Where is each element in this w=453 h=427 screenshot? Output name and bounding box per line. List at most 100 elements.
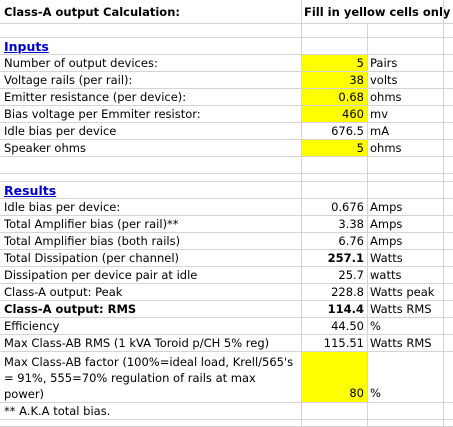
cell-a[interactable] [0,174,302,182]
input-value: 38 [349,73,364,87]
cell-d[interactable] [444,403,453,420]
cell-a[interactable]: Total Amplifier bias (per rail)** [0,216,302,233]
cell-d[interactable] [444,182,453,199]
cell-c[interactable] [368,174,444,182]
cell-c[interactable] [368,0,444,24]
cell-a[interactable] [0,157,302,174]
cell-a[interactable]: Class-A output Calculation: [0,0,302,24]
cell-b[interactable] [302,420,368,427]
cell-a[interactable]: Total Dissipation (per channel) [0,250,302,267]
cell-b[interactable]: Fill in yellow cells only [302,0,450,24]
cell-c[interactable]: volts [368,72,444,89]
cell-d[interactable] [444,284,453,301]
cell-b[interactable]: 0.676 [302,199,368,216]
cell-d[interactable] [444,123,453,140]
cell-a[interactable]: Bias voltage per Emmiter resistor: [0,106,302,123]
cell-d[interactable] [444,250,453,267]
cell-d[interactable] [444,216,453,233]
cell-c[interactable]: Watts peak [368,284,444,301]
cell-b[interactable]: 25.7 [302,267,368,284]
cell-c[interactable] [368,182,444,199]
cell-b[interactable] [302,174,368,182]
cell-a[interactable]: Total Amplifier bias (both rails) [0,233,302,250]
cell-a[interactable]: Idle bias per device [0,123,302,140]
cell-c[interactable]: ohms [368,89,444,106]
cell-b[interactable] [302,403,368,420]
cell-d[interactable] [444,335,453,352]
cell-c[interactable]: Watts [368,250,444,267]
cell-d[interactable] [444,89,453,106]
input-value-cell[interactable]: 5 [302,55,368,72]
cell-c[interactable]: Amps [368,233,444,250]
cell-a[interactable] [0,420,302,427]
cell-d[interactable] [444,352,453,403]
cell-c[interactable]: ohms [368,140,444,157]
cell-a[interactable]: Efficiency [0,318,302,335]
cell-b[interactable] [302,24,368,38]
cell-b[interactable] [302,38,368,55]
cell-d[interactable] [444,199,453,216]
cell-c[interactable]: Amps [368,216,444,233]
input-value-cell[interactable]: 460 [302,106,368,123]
cell-d[interactable] [444,174,453,182]
cell-d[interactable] [444,38,453,55]
cell-b[interactable]: 228.8 [302,284,368,301]
cell-c[interactable] [368,38,444,55]
cell-a[interactable]: Voltage rails (per rail): [0,72,302,89]
cell-c[interactable]: % [368,352,444,403]
cell-a[interactable]: Emitter resistance (per device): [0,89,302,106]
input-value-cell[interactable]: 676.5 [302,123,368,140]
cell-a[interactable]: Number of output devices: [0,55,302,72]
input-value-cell[interactable]: 38 [302,72,368,89]
cell-c[interactable]: Amps [368,199,444,216]
cell-d[interactable] [444,420,453,427]
cell-c[interactable] [368,157,444,174]
cell-d[interactable] [444,106,453,123]
cell-d[interactable] [444,301,453,318]
cell-c[interactable]: mA [368,123,444,140]
cell-d[interactable] [444,267,453,284]
cell-c[interactable]: watts [368,267,444,284]
cell-c[interactable]: Watts RMS [368,301,444,318]
cell-d[interactable] [444,0,453,24]
cell-c[interactable] [368,420,444,427]
cell-a[interactable]: Class-A output: Peak [0,284,302,301]
cell-b[interactable]: 44.50 [302,318,368,335]
result-row: Idle bias per device: 0.676 Amps [0,199,453,216]
cell-a[interactable]: ** A.K.A total bias. [0,403,302,420]
cell-b[interactable]: 3.38 [302,216,368,233]
cell-c[interactable]: Pairs [368,55,444,72]
cell-b[interactable]: 80 [302,352,368,403]
cell-d[interactable] [444,72,453,89]
cell-a[interactable]: Idle bias per device: [0,199,302,216]
cell-b[interactable] [302,157,368,174]
cell-b[interactable]: 115.51 [302,335,368,352]
cell-b[interactable]: 6.76 [302,233,368,250]
cell-a[interactable]: Inputs [0,38,302,55]
cell-a[interactable]: Dissipation per device pair at idle [0,267,302,284]
input-label: Voltage rails (per rail): [4,73,133,87]
cell-a[interactable]: Class-A output: RMS [0,301,302,318]
cell-b[interactable]: 114.4 [302,301,368,318]
cell-d[interactable] [444,157,453,174]
cell-b[interactable]: 257.1 [302,250,368,267]
cell-c[interactable]: % [368,318,444,335]
cell-c[interactable]: mv [368,106,444,123]
cell-c[interactable] [368,24,444,38]
cell-c[interactable]: Watts RMS [368,335,444,352]
input-label: Bias voltage per Emmiter resistor: [4,107,201,121]
cell-a[interactable]: Max Class-AB RMS (1 kVA Toroid p/CH 5% r… [0,335,302,352]
cell-d[interactable] [444,233,453,250]
input-value-cell[interactable]: 5 [302,140,368,157]
cell-a[interactable]: Results [0,182,302,199]
cell-c[interactable] [368,403,444,420]
cell-d[interactable] [444,55,453,72]
cell-a[interactable]: Speaker ohms [0,140,302,157]
cell-d[interactable] [444,140,453,157]
cell-d[interactable] [444,318,453,335]
cell-d[interactable] [444,24,453,38]
cell-a[interactable]: Max Class-AB factor (100%=ideal load, Kr… [0,352,302,403]
input-value-cell[interactable]: 0.68 [302,89,368,106]
cell-a[interactable] [0,24,302,38]
cell-b[interactable] [302,182,368,199]
